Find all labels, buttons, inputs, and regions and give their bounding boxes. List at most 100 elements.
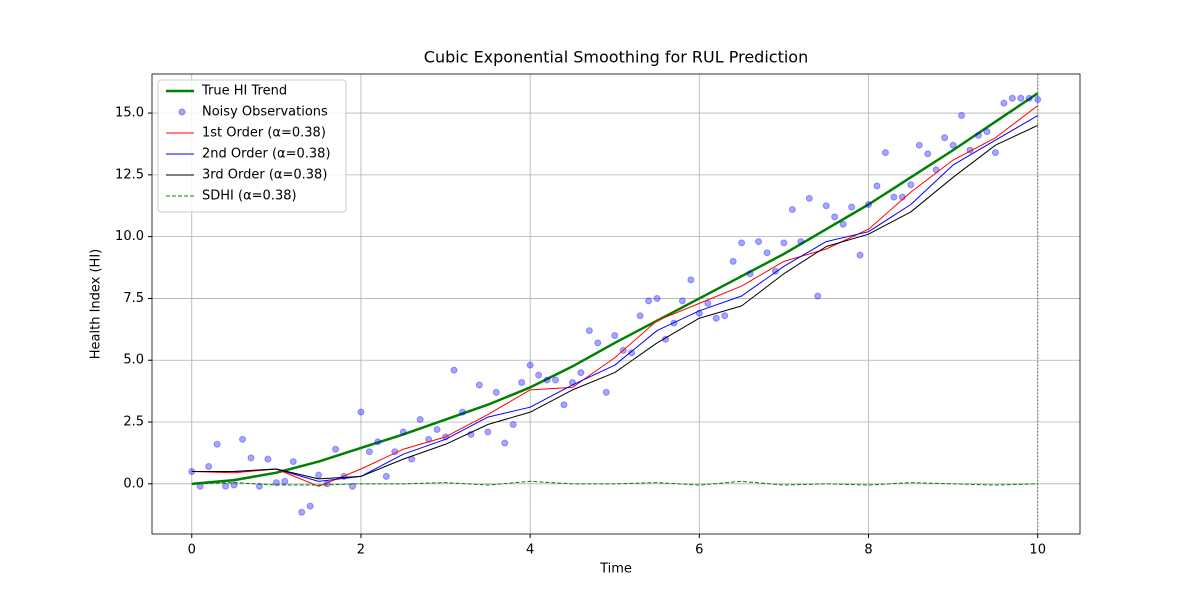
data-point [518, 378, 526, 386]
data-point [636, 312, 644, 320]
data-point [729, 257, 737, 265]
y-tick-label: 0.0 [123, 476, 144, 491]
data-point [983, 128, 991, 136]
data-point [712, 314, 720, 322]
data-point [746, 270, 754, 278]
data-point [306, 502, 314, 510]
y-tick-label: 15.0 [115, 106, 144, 121]
legend-label: SDHI (α=0.38) [202, 189, 297, 204]
data-point [543, 376, 551, 384]
data-point [1025, 94, 1033, 102]
data-point [881, 149, 889, 157]
data-point [941, 134, 949, 142]
data-point [526, 361, 534, 369]
data-point [678, 297, 686, 305]
data-point [780, 239, 788, 247]
legend-label: Noisy Observations [202, 105, 328, 120]
x-tick-label: 10 [1029, 543, 1046, 558]
y-tick-label: 12.5 [115, 167, 144, 182]
data-point [357, 408, 365, 416]
data-point [281, 477, 289, 485]
data-point [873, 182, 881, 190]
data-point [763, 249, 771, 257]
data-point [247, 454, 255, 462]
x-tick-label: 6 [695, 543, 703, 558]
series-line [191, 124, 1038, 480]
data-point [399, 428, 407, 436]
data-point [814, 292, 822, 300]
legend-label: 3rd Order (α=0.38) [202, 168, 327, 183]
data-point [865, 201, 873, 209]
data-point [974, 131, 982, 139]
x-tick-label: 2 [357, 543, 365, 558]
legend-label: 2nd Order (α=0.38) [202, 147, 331, 162]
y-tick-label: 5.0 [123, 353, 144, 368]
data-point [458, 408, 466, 416]
data-point [687, 276, 695, 284]
data-point [738, 239, 746, 247]
data-point [289, 458, 297, 466]
data-point [831, 213, 839, 221]
data-point [611, 332, 619, 340]
data-point [492, 388, 500, 396]
data-point [382, 472, 390, 480]
data-point [602, 388, 610, 396]
data-point [450, 366, 458, 374]
data-point [298, 508, 306, 516]
data-point [628, 349, 636, 357]
data-point [222, 482, 230, 490]
y-axis-label: Health Index (HI) [89, 249, 104, 360]
data-point [721, 312, 729, 320]
data-point [416, 416, 424, 424]
data-point [924, 150, 932, 158]
data-point [509, 420, 517, 428]
plot-frame [151, 73, 1081, 535]
data-point [1000, 99, 1008, 107]
legend-label: 1st Order (α=0.38) [202, 126, 326, 141]
data-point [949, 141, 957, 149]
data-point [425, 435, 433, 443]
x-axis-label: Time [599, 562, 632, 577]
x-tick-label: 0 [188, 543, 196, 558]
data-point [365, 448, 373, 456]
data-point [907, 181, 915, 189]
data-point [484, 428, 492, 436]
data-point [1017, 94, 1025, 102]
data-point [797, 238, 805, 246]
x-tick-label: 8 [864, 543, 872, 558]
legend-label: True HI Trend [201, 84, 287, 99]
y-tick-label: 2.5 [123, 415, 144, 430]
series-line [191, 92, 1039, 486]
data-point [560, 401, 568, 409]
data-point [577, 369, 585, 377]
data-point [255, 482, 263, 490]
series-line [191, 105, 1039, 487]
data-point [374, 438, 382, 446]
series-line [191, 480, 1038, 486]
data-point [788, 205, 796, 213]
data-point [230, 481, 238, 489]
data-point [332, 445, 340, 453]
data-point [1034, 95, 1042, 103]
data-point [594, 339, 602, 347]
data-point [213, 440, 221, 448]
data-point [890, 193, 898, 201]
data-point [433, 425, 441, 433]
data-point [475, 381, 483, 389]
series-line [191, 115, 1038, 482]
data-point [348, 482, 356, 490]
data-point [272, 479, 280, 487]
data-point [839, 220, 847, 228]
y-tick-label: 10.0 [115, 229, 144, 244]
data-point [205, 463, 213, 471]
x-tick-label: 4 [526, 543, 534, 558]
data-point [755, 238, 763, 246]
data-point [1008, 94, 1016, 102]
data-point [932, 166, 940, 174]
data-point [653, 294, 661, 302]
chart-title: Cubic Exponential Smoothing for RUL Pred… [424, 48, 808, 67]
y-tick-label: 7.5 [123, 291, 144, 306]
data-point [856, 251, 864, 259]
legend: True HI Trend Noisy Observations 1st Order… [157, 79, 347, 213]
